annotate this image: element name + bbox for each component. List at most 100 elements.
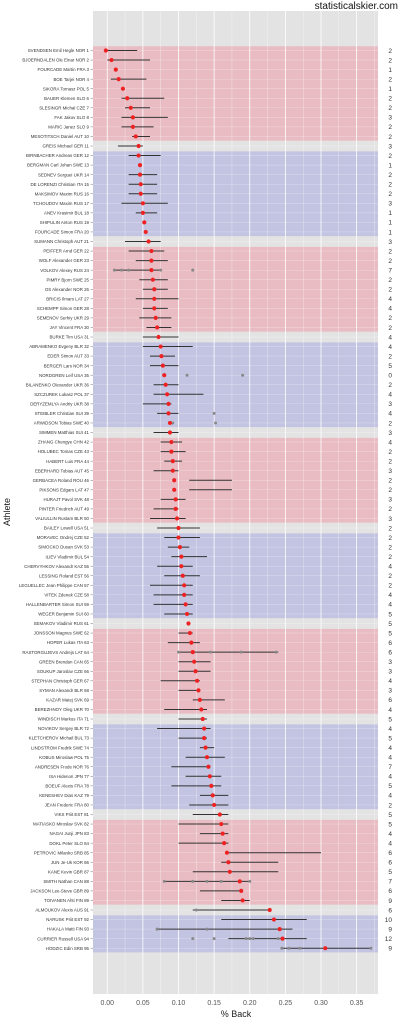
athlete-label: ANDRESEN Frode NOR 76 [35,764,90,769]
median-point [184,611,190,617]
athlete-label: TCHOUDOV Maxim RUS 17 [33,201,89,206]
median-point [140,201,145,206]
race-count-label: 2 [388,325,392,332]
other-result-point [112,268,116,272]
athlete-label: MORAVEC Ondrej CZE 52 [37,535,90,540]
median-point [152,306,157,311]
race-count-label: 4 [388,334,392,341]
athlete-label: SEMENOV Serhiy UKR 29 [37,316,90,321]
median-point [239,888,244,894]
race-count-label: 0 [388,373,392,380]
athlete-label: HODZIC Edin SRB 95 [46,946,90,951]
other-result-point [155,927,159,931]
race-count-label: 2 [388,96,392,103]
median-point [169,439,174,445]
race-count-label: 6 [388,888,392,895]
other-result-point [274,650,278,654]
median-point [212,802,217,808]
athlete-label: LINDSTROM Fredrik SWE 74 [31,745,90,750]
race-count-label: 3 [388,468,392,475]
athlete-label: MATIASKO Miroslav SVK 82 [33,822,90,827]
athlete-label: STEIBLER Christian SUI 39 [35,411,90,416]
race-count-label: 5 [388,611,392,618]
median-point [209,783,214,788]
athlete-label: ARWIDSON Tobias SWE 40 [34,421,90,426]
race-count-label: 2 [388,153,392,160]
athlete-label: SZCZUREK Lukasz POL 37 [34,392,89,397]
athlete-label: PIMRY Bjorn SWE 25 [46,277,89,282]
athlete-label: HALLENBARTER Simon SUI 59 [26,602,90,607]
median-point [182,592,187,597]
other-result-point [205,927,209,931]
athlete-label: NAGAI Junji JPN 83 [49,831,89,836]
other-result-point [251,937,255,941]
band-layer [93,11,378,994]
median-point [193,669,198,674]
median-point [207,774,212,779]
athlete-label: BRICIS Ilmars LAT 27 [46,296,89,301]
race-count-label: 5 [388,812,392,819]
other-result-point [276,937,280,941]
race-count-label: 6 [388,640,392,647]
median-point [158,344,163,349]
race-count-label: 2 [388,48,392,55]
median-point [183,602,188,607]
athlete-label: WINDISCH Markus ITA 71 [38,717,90,722]
race-count-label: 3 [388,430,392,437]
race-count-label: 2 [388,258,392,265]
median-point [206,764,211,769]
race-count-label: 5 [388,630,392,637]
athlete-label: HOPER Lukas ITA 63 [47,640,90,645]
median-point [163,382,168,387]
athlete-label: SVENDSEN Emil Hegle NOR 1 [28,48,90,53]
other-result-point [214,421,218,425]
athlete-label: VOLKOV Alexey RUS 24 [40,268,89,273]
race-count-label: 4 [388,793,392,800]
athlete-label: WEGER Benjamin SUI 60 [38,612,89,617]
other-result-point [191,268,195,272]
athlete-label: KOBUS Miroslaw POL 75 [39,755,89,760]
race-count-label: 4 [388,592,392,599]
race-count-label: 4 [388,678,392,685]
median-point [136,153,141,158]
race-count-label: 1 [388,162,392,169]
race-count-label: 5 [388,783,392,790]
athlete-label: OS Alexander NOR 26 [45,287,90,292]
median-point [167,430,173,435]
race-count-label: 2 [388,277,392,284]
race-count-label: 2 [388,544,392,551]
race-count-label: 2 [388,802,392,809]
race-count-label: 7 [388,764,392,771]
median-point [202,736,207,741]
race-count-label: 3 [388,516,392,523]
median-point [200,716,205,722]
race-count-label: 4 [388,840,392,847]
x-tick-label: 0.00 [100,1000,114,1007]
athlete-label: DOKL Peter SLO 84 [49,841,89,846]
median-point [174,516,180,521]
median-point [323,946,328,951]
median-point [219,821,224,827]
median-point [182,583,187,588]
y-axis-label: Athlete [2,498,12,526]
athlete-label: LEGUELLEC Jean Philippe CAN 57 [19,583,90,588]
median-point [152,296,157,301]
race-count-label: 5 [388,621,392,628]
median-point [186,621,191,626]
race-count-label: 4 [388,306,392,313]
athlete-label: SEDNEV Serguei UKR 14 [38,172,90,177]
other-result-point [171,421,175,425]
athlete-label: BOE Tarjei NOR 4 [53,77,89,82]
race-count-label: 2 [388,124,392,131]
race-count-label: 2 [388,573,392,580]
median-point [138,182,143,187]
athlete-label: RASTORGUJEVS Andrejs LAT 64 [22,650,89,655]
athlete-label: BERGER Lars NOR 34 [44,363,90,368]
race-count-label: 2 [388,458,392,465]
race-count-label: 2 [388,134,392,141]
median-point [173,497,178,502]
other-result-point [162,879,166,883]
median-point [149,268,154,273]
athlete-label: GERBACEA Roland ROU 46 [33,478,90,483]
